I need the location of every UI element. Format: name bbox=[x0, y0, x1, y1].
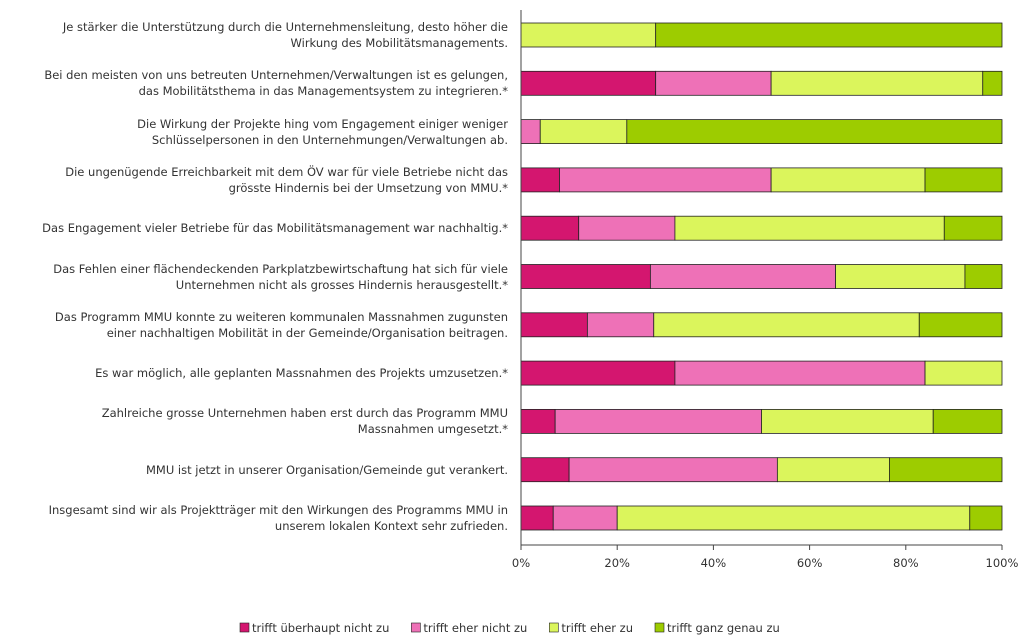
category-label: Je stärker die Unterstützung durch die U… bbox=[62, 20, 508, 50]
category-label: Das Programm MMU konnte zu weiteren komm… bbox=[54, 309, 508, 340]
x-tick-label: 80% bbox=[893, 556, 919, 570]
legend-swatch bbox=[411, 622, 421, 633]
legend-swatch bbox=[239, 622, 250, 633]
legend-label: trifft überhaupt nicht zu bbox=[252, 621, 389, 635]
bar-segment bbox=[776, 457, 890, 483]
bar-segment bbox=[520, 360, 676, 386]
bar-segment bbox=[674, 360, 926, 386]
bar-segment bbox=[655, 70, 772, 96]
bar-segment bbox=[539, 119, 628, 144]
bar-segment bbox=[761, 408, 934, 434]
legend-label: trifft eher nicht zu bbox=[423, 621, 527, 635]
legend-label: trifft ganz genau zu bbox=[667, 621, 780, 635]
bar-segment bbox=[770, 167, 926, 193]
category-label: Die ungenügende Erreichbarkeit mit dem Ö… bbox=[65, 164, 508, 195]
bar-segment bbox=[932, 408, 1003, 434]
bar-segment bbox=[552, 505, 618, 531]
bar-segment bbox=[520, 505, 554, 531]
legend-swatch bbox=[549, 622, 559, 633]
legend-label: trifft eher zu bbox=[561, 621, 633, 635]
bar-segment bbox=[943, 215, 1003, 241]
bar-segment bbox=[520, 457, 570, 483]
category-label: MMU ist jetzt in unserer Organisation/Ge… bbox=[145, 462, 508, 477]
bar-segment bbox=[520, 264, 651, 289]
bar-segment bbox=[520, 70, 657, 96]
bar-segment bbox=[520, 167, 560, 193]
bar-segment bbox=[835, 264, 966, 289]
bar-segment bbox=[554, 408, 762, 434]
category-label: Bei den meisten von uns betreuten Untern… bbox=[44, 68, 508, 99]
x-tick-label: 20% bbox=[604, 556, 630, 570]
bar-segment bbox=[520, 312, 588, 338]
bar-segment bbox=[655, 22, 1003, 48]
bar-segment bbox=[520, 119, 541, 144]
category-label: Das Engagement vieler Betriebe für das M… bbox=[42, 221, 508, 236]
bar-segment bbox=[520, 408, 556, 434]
bar-segment bbox=[674, 215, 945, 241]
bar-segment bbox=[520, 215, 580, 241]
bar-segment bbox=[924, 167, 1003, 193]
bar-segment bbox=[964, 264, 1003, 289]
category-label: Insgesamt sind wir als Projektträger mit… bbox=[48, 503, 508, 533]
bar-segment bbox=[586, 312, 655, 338]
x-tick-label: 100% bbox=[986, 556, 1019, 570]
bar-segment bbox=[520, 22, 657, 48]
x-tick-label: 40% bbox=[701, 556, 727, 570]
category-label: Das Fehlen einer flächendeckenden Parkpl… bbox=[53, 261, 508, 292]
bar-segment bbox=[616, 505, 971, 531]
bar-segment bbox=[889, 457, 1003, 483]
bar-segment bbox=[918, 312, 1003, 338]
bar-segment bbox=[568, 457, 778, 483]
category-label: Es war möglich, alle geplanten Massnahme… bbox=[95, 366, 508, 381]
category-label: Zahlreiche grosse Unternehmen haben erst… bbox=[101, 406, 508, 437]
bar-segment bbox=[653, 312, 920, 338]
x-tick-label: 0% bbox=[512, 556, 530, 570]
bar-segment bbox=[626, 119, 1003, 144]
bar-segment bbox=[559, 167, 772, 193]
bar-segment bbox=[969, 505, 1003, 531]
bar-segment bbox=[924, 360, 1003, 386]
x-tick-label: 60% bbox=[797, 556, 823, 570]
bar-segment bbox=[578, 215, 676, 241]
bar-segment bbox=[649, 264, 836, 289]
bar-segment bbox=[982, 70, 1003, 96]
legend-swatch bbox=[654, 622, 665, 633]
category-label: Die Wirkung der Projekte hing vom Engage… bbox=[137, 116, 508, 147]
bar-segment bbox=[770, 70, 984, 96]
